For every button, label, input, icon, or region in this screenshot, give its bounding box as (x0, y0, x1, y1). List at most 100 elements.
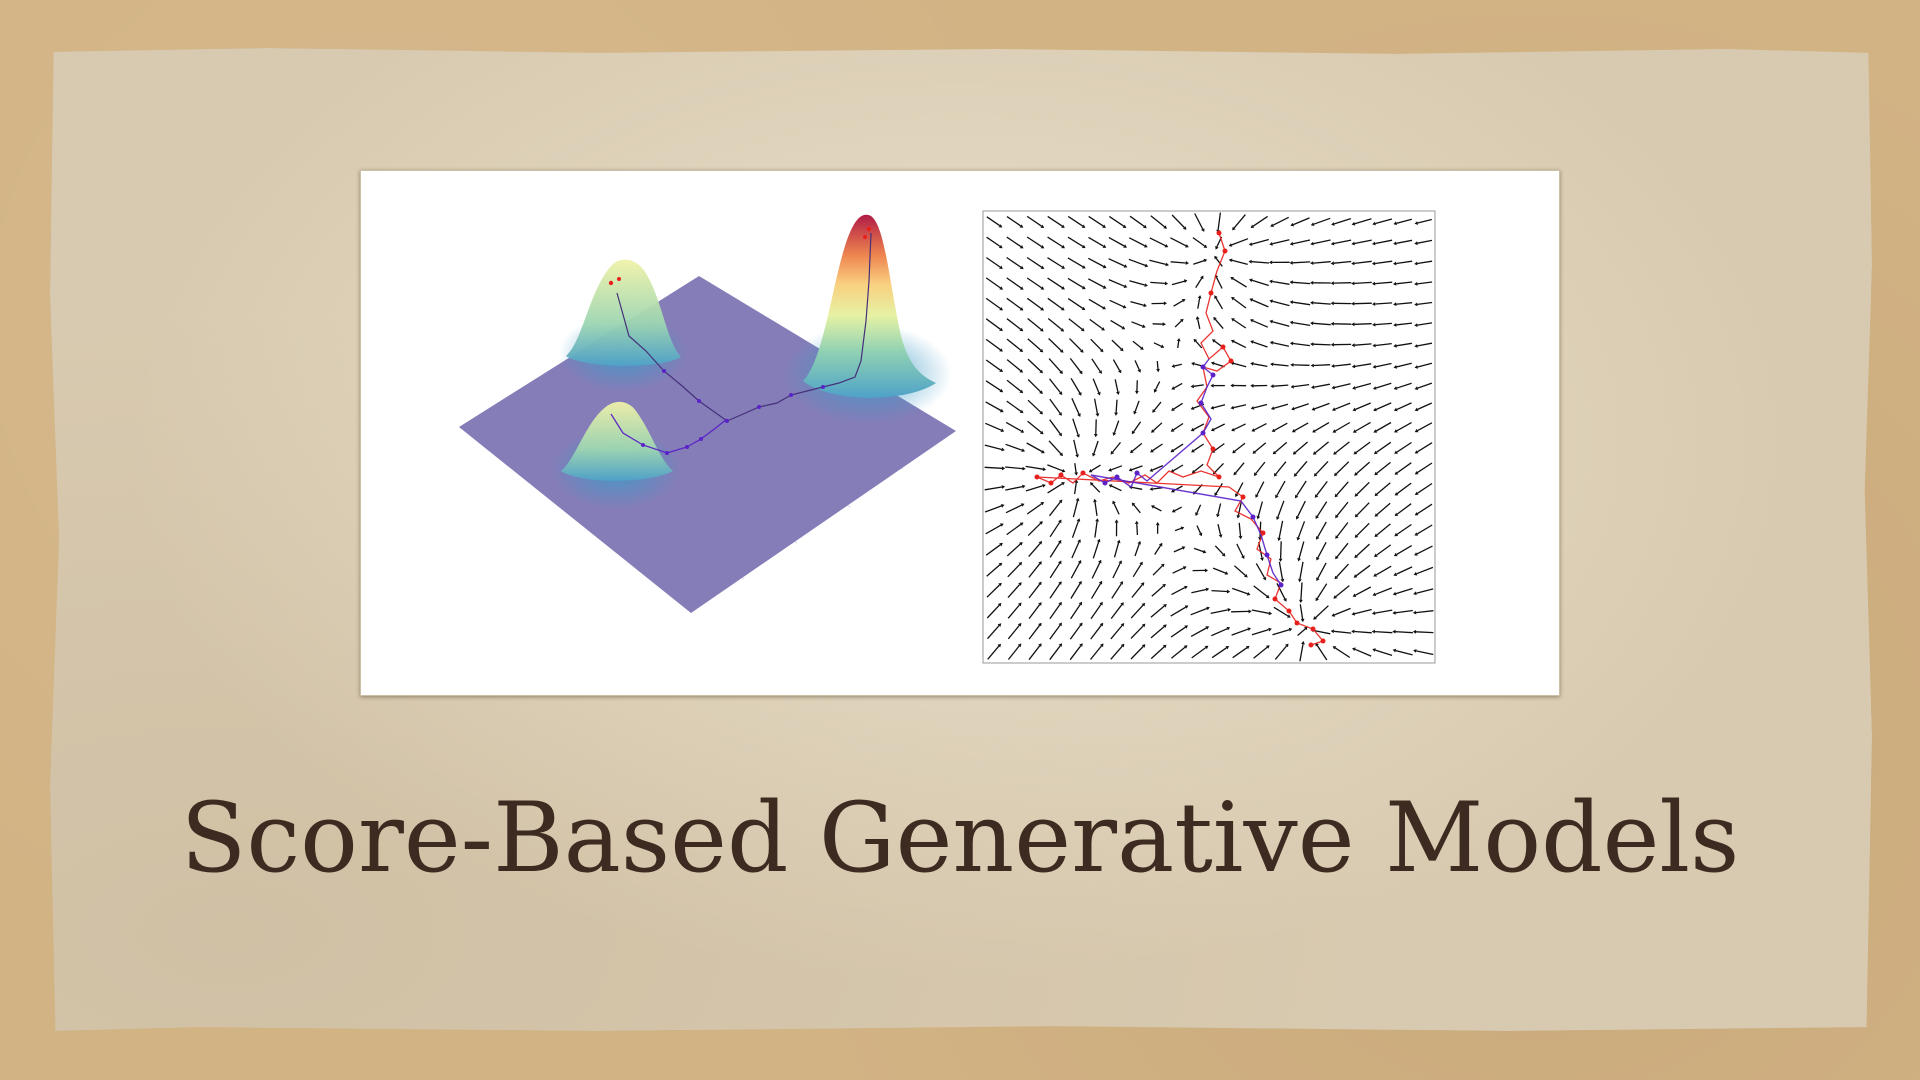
vector-arrow-head (1354, 493, 1359, 497)
vector-arrow-head (1000, 504, 1005, 508)
vector-arrow (1274, 422, 1288, 431)
vector-arrow (1415, 610, 1434, 614)
vector-arrow (1091, 562, 1101, 579)
vector-arrow (1150, 281, 1165, 285)
vector-arrow (1069, 624, 1082, 640)
vector-arrow (1416, 566, 1434, 575)
vector-arrow (1395, 587, 1413, 595)
vector-arrow-head (999, 327, 1003, 331)
vector-arrow (1108, 279, 1125, 287)
vector-arrow-head (1061, 265, 1065, 269)
vector-arrow (1273, 606, 1289, 617)
vector-arrow-head (1216, 513, 1220, 518)
vector-arrow (1134, 543, 1140, 557)
vector-arrow (986, 584, 1000, 598)
vector-arrow-head (1256, 515, 1261, 520)
vector-arrow-head (1182, 566, 1187, 570)
vector-arrow-head (1296, 537, 1301, 541)
vector-arrow (1299, 604, 1304, 620)
vector-arrow (1110, 645, 1123, 660)
vector-arrow-head (1108, 484, 1113, 488)
vector-arrow (1313, 261, 1331, 264)
vector-arrow-head (1297, 557, 1301, 562)
vector-arrow-head (1393, 552, 1398, 557)
vector-arrow-head (1144, 263, 1149, 268)
vector-arrow-head (1123, 264, 1128, 268)
vector-arrow-head (1334, 472, 1338, 477)
vector-arrow-head (1289, 320, 1294, 325)
vector-arrow (1006, 256, 1022, 268)
vector-arrow-head (1017, 643, 1022, 648)
vector-arrow-head (1231, 297, 1235, 301)
vector-arrow-head (1230, 405, 1235, 410)
vector-arrow-head (1184, 625, 1188, 629)
vector-arrow-head (1162, 583, 1166, 588)
vector-arrow-head (1191, 449, 1195, 453)
vector-arrow (1396, 482, 1412, 495)
vector-arrow-head (1412, 610, 1417, 615)
vector-arrow (1069, 338, 1082, 351)
langevin-path-points (1034, 230, 1326, 648)
vector-arrow (1356, 461, 1371, 475)
vector-arrow-head (1330, 629, 1334, 634)
surface-sampling-path-lower (610, 413, 728, 454)
vector-arrow-head (1181, 546, 1186, 550)
vector-arrow (1111, 583, 1122, 599)
vector-arrow (1007, 563, 1021, 578)
vector-arrow (1396, 362, 1412, 368)
vector-arrow (1069, 358, 1082, 373)
vector-arrow (1197, 298, 1201, 309)
vector-arrow-head (1093, 498, 1097, 503)
vector-arrow-head (1392, 610, 1396, 615)
vector-arrow (1172, 567, 1184, 574)
vector-arrow (1375, 362, 1392, 368)
vector-arrow-head (1351, 241, 1355, 246)
vector-arrow-head (1332, 646, 1337, 650)
vector-arrow (1130, 604, 1144, 619)
vector-arrow-head (1414, 386, 1419, 390)
vector-arrow (1049, 542, 1061, 558)
vector-arrow-head (1153, 388, 1158, 393)
vector-arrow (1396, 545, 1413, 555)
vector-arrow (1356, 522, 1370, 537)
vector-arrow-head (1058, 581, 1062, 585)
peak-right-tall (803, 214, 936, 398)
vector-arrow-head (1295, 515, 1300, 520)
vector-arrow (1315, 460, 1329, 475)
vector-arrow (1396, 281, 1413, 285)
vector-arrow (1396, 239, 1413, 244)
vector-arrow-head (1081, 244, 1086, 249)
vector-arrow-head (1100, 643, 1104, 648)
vector-arrow-head (1202, 549, 1207, 554)
langevin-path-purple (1090, 358, 1282, 586)
vector-arrow (1026, 215, 1042, 227)
vector-arrow-head (1074, 472, 1078, 476)
vector-arrow (1253, 646, 1268, 659)
vector-arrow (1067, 215, 1084, 227)
vector-arrow (1132, 563, 1142, 578)
vector-arrow-head (1150, 449, 1154, 453)
vector-arrow-head (1141, 644, 1146, 648)
vector-arrow-head (999, 408, 1004, 413)
vector-arrow (1336, 481, 1349, 496)
vector-arrow (1047, 483, 1063, 494)
vector-arrow-head (1413, 571, 1418, 576)
vector-arrow (1047, 317, 1063, 331)
vector-arrow-head (1393, 386, 1398, 390)
vector-arrow (1313, 302, 1331, 305)
vector-arrow-head (1373, 450, 1378, 455)
vector-arrow (1279, 541, 1282, 559)
vector-arrow-head (1251, 428, 1256, 432)
vector-arrow (1088, 298, 1104, 309)
vector-arrow-head (1330, 241, 1335, 246)
vector-arrow (1193, 547, 1204, 553)
vector-arrow (1251, 261, 1270, 264)
vector-arrow (985, 422, 1002, 431)
vector-arrow (1028, 604, 1041, 619)
vector-arrow-head (1101, 327, 1105, 331)
vector-arrow (1415, 631, 1434, 634)
vector-arrow-head (1371, 611, 1376, 615)
vector-arrow-head (1314, 494, 1319, 498)
vector-arrow-head (1373, 573, 1377, 577)
vector-arrow-head (1392, 629, 1396, 634)
